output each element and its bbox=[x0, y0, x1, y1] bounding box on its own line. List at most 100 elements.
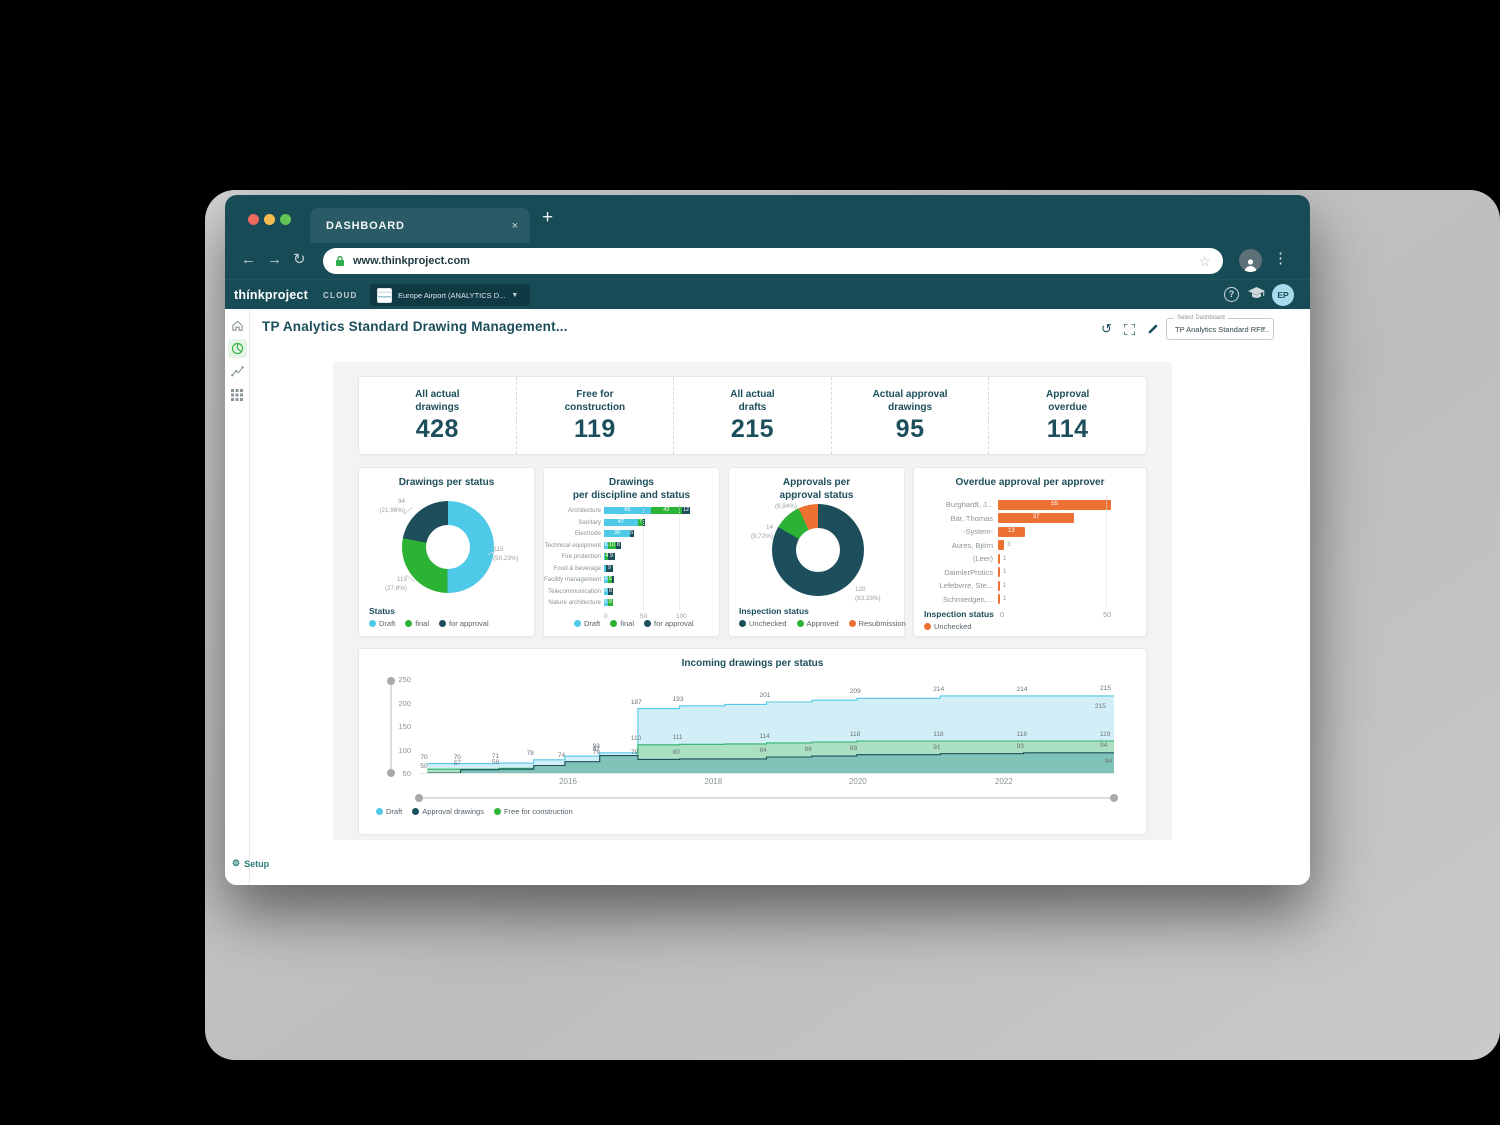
bar-segment[interactable]: 6 bbox=[604, 576, 609, 584]
legend-discipline: Draft final for approval bbox=[574, 619, 694, 628]
donut-drawings-per-status[interactable] bbox=[402, 501, 494, 593]
bar-segment[interactable]: 9 bbox=[606, 564, 613, 572]
bar-segment[interactable]: 36 bbox=[604, 530, 630, 538]
discipline-bar[interactable]: 65 43 12 bbox=[604, 507, 691, 515]
project-selector[interactable]: Europe Airport (ANALYTICS D... ▼ bbox=[370, 284, 530, 306]
reload-icon[interactable]: ↻ bbox=[293, 251, 306, 268]
browser-menu-icon[interactable]: ⋮ bbox=[1273, 250, 1288, 267]
traffic-close-icon[interactable] bbox=[248, 214, 259, 225]
pie-chart-icon bbox=[231, 342, 244, 355]
history-icon[interactable]: ↺ bbox=[1101, 321, 1112, 336]
incoming-drawings-plot[interactable]: 70 70 71 78 93 187 193 201 209 214 214 215 79 110 111 1… bbox=[419, 679, 1115, 774]
discipline-bar[interactable]: 9 bbox=[604, 564, 613, 572]
bar-segment[interactable]: 7 bbox=[637, 518, 643, 526]
legend-item[interactable]: Unchecked bbox=[739, 619, 787, 628]
bar-value: 37 bbox=[1032, 514, 1040, 521]
legend-item[interactable]: Draft bbox=[574, 619, 600, 628]
traffic-minimize-icon[interactable] bbox=[264, 214, 275, 225]
bar-segment[interactable] bbox=[604, 564, 607, 572]
bar-segment[interactable]: 12 bbox=[681, 507, 691, 515]
education-icon[interactable] bbox=[1248, 287, 1265, 305]
bar-segment[interactable]: 5 bbox=[608, 576, 612, 584]
approver-bar[interactable] bbox=[998, 580, 1001, 591]
setup-link[interactable]: ⚙ Setup bbox=[232, 858, 269, 869]
bar-segment[interactable]: 65 bbox=[604, 507, 651, 515]
discipline-bar[interactable]: 36 5 bbox=[604, 530, 634, 538]
bar-segment[interactable]: 5 bbox=[604, 599, 608, 607]
legend-item[interactable]: Draft bbox=[369, 619, 395, 628]
v-slider-handle[interactable] bbox=[387, 769, 395, 777]
legend-item[interactable]: Approved bbox=[796, 619, 839, 628]
approver-bar[interactable] bbox=[998, 553, 1001, 564]
approver-bar[interactable]: 37 bbox=[998, 513, 1075, 524]
bar-segment[interactable]: 9 bbox=[608, 553, 615, 561]
kpi-label: Free for construction bbox=[564, 389, 626, 413]
new-tab-button[interactable]: + bbox=[542, 207, 554, 228]
bar-segment[interactable]: 8 bbox=[607, 599, 614, 607]
workflow-icon[interactable] bbox=[231, 365, 244, 383]
discipline-bar[interactable]: 6 10 8 bbox=[604, 541, 622, 549]
legend-item[interactable]: Draft bbox=[376, 807, 402, 816]
legend-item[interactable]: final bbox=[405, 619, 429, 628]
bar-segment[interactable]: 47 bbox=[604, 518, 638, 526]
bar-segment[interactable]: 4 bbox=[605, 553, 609, 561]
browser-tab[interactable]: DASHBOARD × bbox=[310, 208, 530, 243]
discipline-bar[interactable]: 47 7 bbox=[604, 518, 646, 526]
h-slider-handle[interactable] bbox=[415, 794, 423, 802]
sidebar-item-analytics[interactable] bbox=[228, 339, 247, 358]
fullscreen-icon[interactable] bbox=[1123, 323, 1136, 338]
gear-icon: ⚙ bbox=[232, 858, 241, 868]
bar-segment[interactable]: 5 bbox=[629, 530, 634, 538]
overdue-bars[interactable]: Burghardt, J... 55 Bär, Thomas 37 -System- 13… bbox=[914, 498, 1140, 606]
bookmark-star-icon[interactable]: ☆ bbox=[1198, 252, 1211, 269]
data-point-label: 111 bbox=[672, 734, 683, 742]
x-axis-tick: 2020 bbox=[848, 777, 867, 786]
h-slider-track[interactable] bbox=[419, 797, 1114, 799]
forward-icon[interactable]: → bbox=[267, 251, 282, 268]
approver-bar[interactable]: 13 bbox=[998, 526, 1025, 537]
bar-segment[interactable]: 43 bbox=[650, 507, 682, 515]
legend-item[interactable]: final bbox=[610, 619, 634, 628]
donut-approvals[interactable] bbox=[772, 504, 864, 596]
v-slider-track[interactable] bbox=[390, 681, 392, 771]
legend-item[interactable]: Unchecked bbox=[924, 622, 972, 631]
bar-segment[interactable]: 8 bbox=[615, 541, 622, 549]
bar-segment[interactable]: 8 bbox=[607, 587, 614, 595]
home-icon[interactable] bbox=[231, 319, 244, 337]
help-icon[interactable]: ? bbox=[1224, 287, 1239, 302]
browser-window: DASHBOARD × + ← → ↻ www.thinkproject.com… bbox=[225, 195, 1310, 885]
legend-item[interactable]: Free for construction bbox=[493, 807, 573, 816]
data-point-label: 80 bbox=[672, 748, 680, 756]
user-avatar[interactable]: EP bbox=[1272, 284, 1294, 306]
dashboard-select[interactable]: Select Dashboard TP Analytics Standard R… bbox=[1166, 315, 1274, 340]
back-icon[interactable]: ← bbox=[241, 251, 256, 268]
grid-apps-icon[interactable] bbox=[231, 388, 243, 406]
close-tab-icon[interactable]: × bbox=[511, 219, 518, 232]
h-slider-handle[interactable] bbox=[1110, 794, 1118, 802]
bar-segment[interactable]: 10 bbox=[608, 541, 616, 549]
x-axis-tick: 2022 bbox=[994, 777, 1013, 786]
traffic-maximize-icon[interactable] bbox=[280, 214, 291, 225]
discipline-bars[interactable]: Architecture 65 43 12 Sanitary 47 7 Electrode 36… bbox=[544, 505, 715, 609]
bar-segment[interactable]: 5 bbox=[604, 587, 608, 595]
legend-item[interactable]: Resubmission bbox=[848, 619, 906, 628]
legend-item[interactable]: for approval bbox=[439, 619, 489, 628]
url-bar[interactable]: www.thinkproject.com ☆ bbox=[323, 248, 1223, 274]
approver-bar[interactable] bbox=[998, 567, 1001, 578]
approver-bar[interactable] bbox=[998, 540, 1005, 551]
v-slider-handle[interactable] bbox=[387, 677, 395, 685]
edit-pencil-icon[interactable] bbox=[1147, 323, 1159, 338]
bar-segment[interactable]: 6 bbox=[604, 541, 609, 549]
browser-profile-avatar[interactable] bbox=[1239, 249, 1262, 272]
bar-segment[interactable] bbox=[604, 553, 606, 561]
approver-bar[interactable] bbox=[998, 594, 1001, 605]
approver-bar[interactable]: 55 bbox=[998, 499, 1112, 510]
legend-item[interactable]: Approval drawings bbox=[412, 807, 484, 816]
legend-item[interactable]: for approval bbox=[644, 619, 694, 628]
bar-segment[interactable] bbox=[611, 576, 615, 584]
legend-dot bbox=[376, 808, 383, 815]
